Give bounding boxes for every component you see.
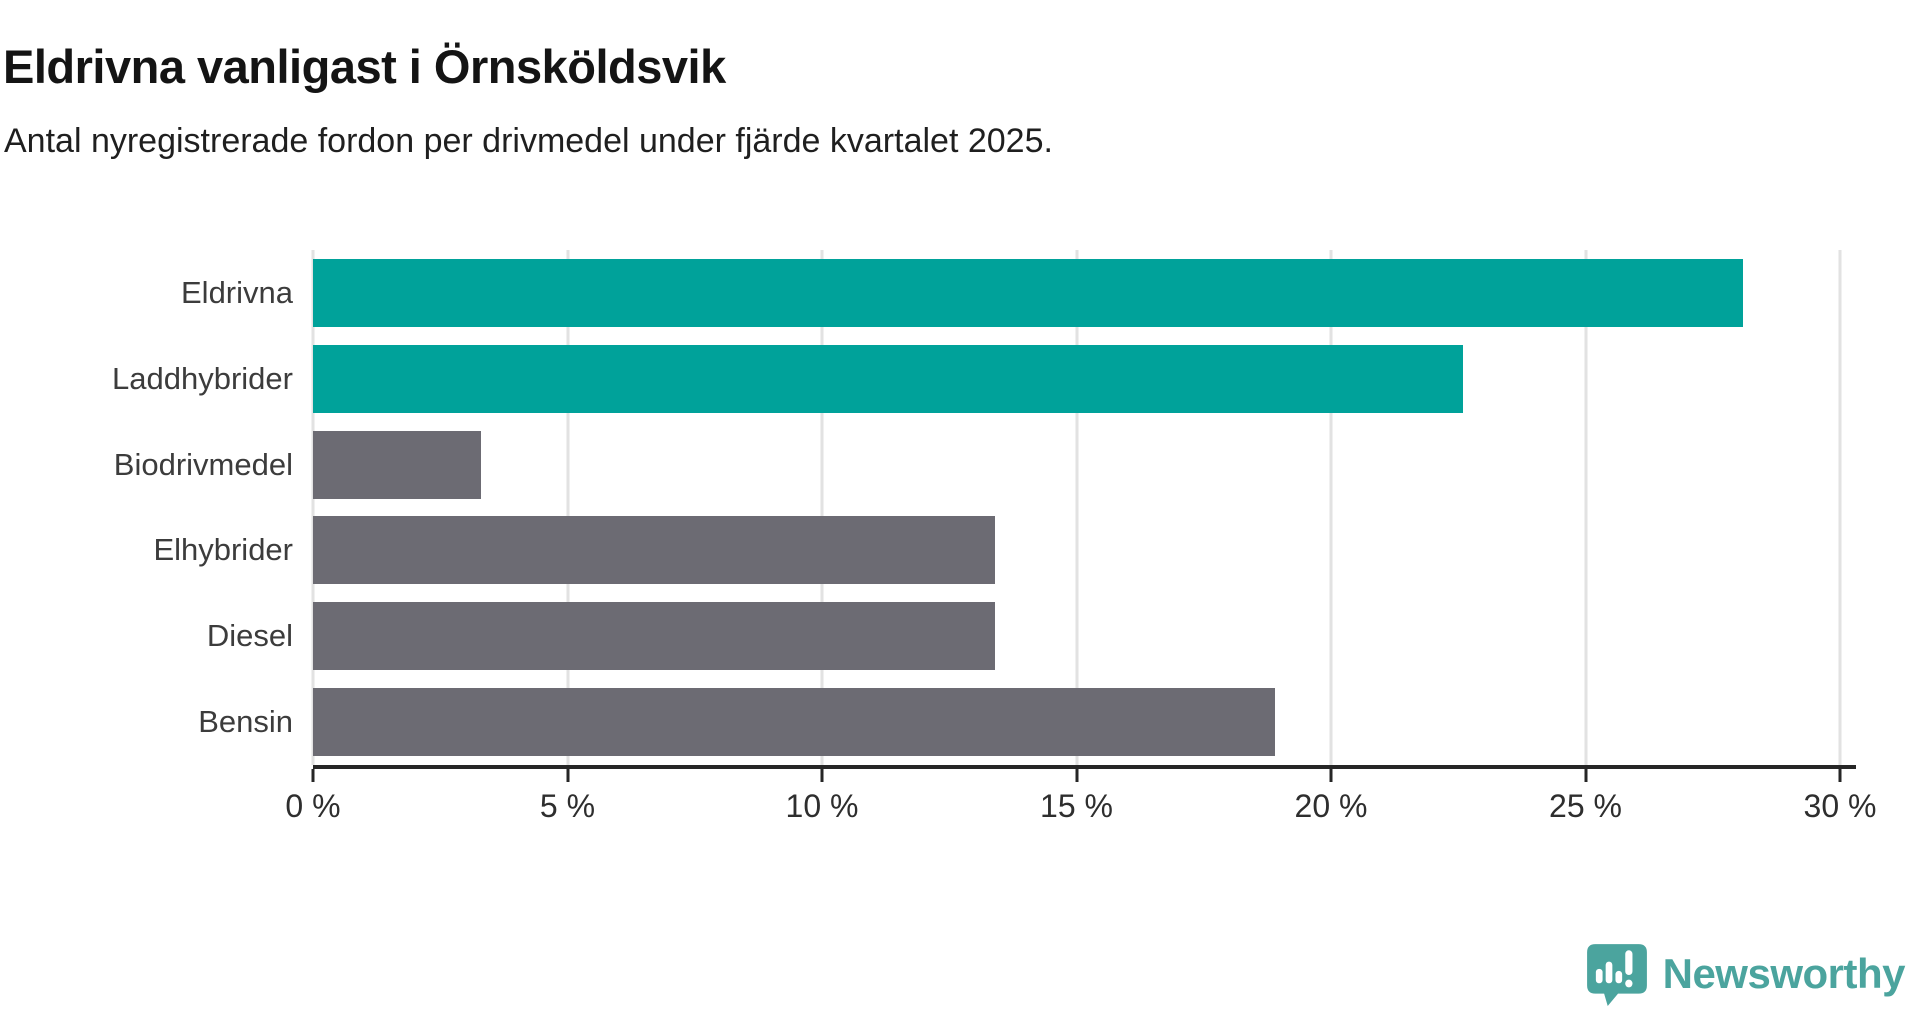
category-label-diesel: Diesel [206,618,293,654]
bar-laddhybrider [313,344,1464,413]
gridline-10 [820,250,824,765]
bar-row-bensin [313,679,1840,765]
x-tick-0 [311,769,315,782]
gridline-20 [1329,250,1333,765]
bar-row-laddhybrider [313,336,1840,422]
x-axis-ticks [311,769,1842,782]
category-label-laddhybrider: Laddhybrider [112,360,293,396]
newsworthy-logo-text: Newsworthy [1662,950,1906,997]
category-label-biodrivmedel: Biodrivmedel [113,446,293,482]
category-label-bensin: Bensin [198,704,293,740]
x-tick-30 [1838,769,1842,782]
newsworthy-logo-icon [1586,944,1647,1006]
x-tick-label-25: 25 % [1549,788,1622,824]
gridline-30 [1838,250,1842,765]
x-axis-line [313,765,1856,769]
gridline-25 [1584,250,1587,765]
x-tick-label-30: 30 % [1803,788,1877,824]
category-label-eldrivna: Eldrivna [181,274,293,310]
gridline-15 [1075,250,1078,765]
x-tick-label-10: 10 % [785,788,859,824]
bar-diesel [313,602,996,671]
x-tick-label-5: 5 % [539,788,596,824]
x-tick-label-15: 15 % [1040,788,1113,824]
x-tick-15 [1075,769,1078,782]
y-axis-category-labels: Eldrivna Laddhybrider Biodrivmedel Elhybrid… [0,250,293,765]
bar-eldrivna [313,258,1744,327]
bar-bensin [313,688,1275,757]
gridline-5 [566,250,569,765]
bar-elhybrider [313,516,996,585]
bar-row-diesel [313,593,1840,679]
gridline-0 [311,250,315,765]
category-label-elhybrider: Elhybrider [153,532,293,568]
x-tick-label-20: 20 % [1294,788,1368,824]
bar-row-biodrivmedel [313,422,1840,508]
plot-area [311,250,1842,765]
bar-biodrivmedel [313,430,481,499]
x-tick-10 [820,769,824,782]
x-tick-5 [566,769,569,782]
bar-row-elhybrider [313,507,1840,593]
x-axis-tick-labels: 0 % 5 % 10 % 15 % 20 % 25 % 30 % [285,788,1876,828]
bar-row-eldrivna [313,250,1840,336]
chart-subtitle: Antal nyregistrerade fordon per drivmede… [4,122,1053,160]
x-tick-25 [1584,769,1587,782]
chart-title: Eldrivna vanligast i Örnsköldsvik [3,40,726,94]
x-tick-20 [1329,769,1333,782]
bars-layer [313,250,1840,765]
gridlines-layer [311,250,1842,765]
newsworthy-branding: Newsworthy [1584,941,1906,1007]
x-tick-label-0: 0 % [285,788,341,824]
